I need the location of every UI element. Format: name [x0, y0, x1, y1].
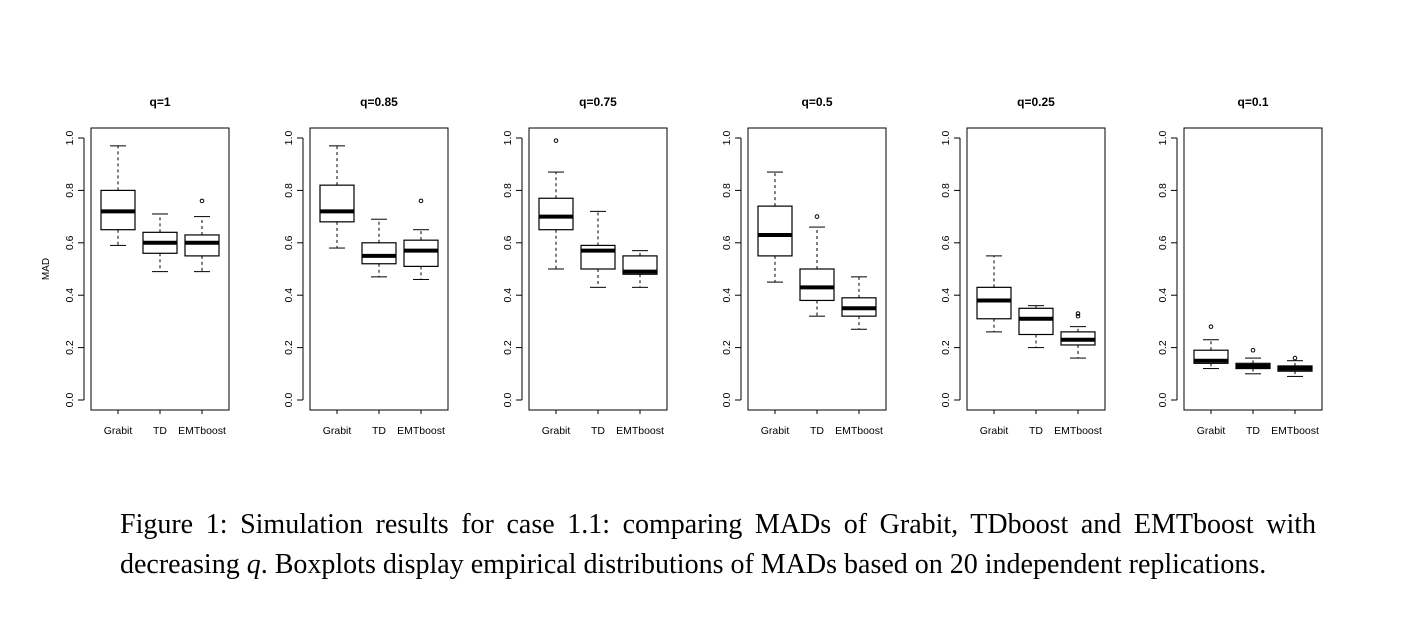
- x-category-label: TD: [1246, 425, 1260, 437]
- x-category-label: EMTboost: [1054, 425, 1102, 437]
- y-axis-label: MAD: [41, 258, 52, 280]
- panel-title: q=1: [149, 95, 170, 109]
- outlier-point: [1075, 313, 1081, 319]
- x-category-label: Grabit: [542, 425, 571, 437]
- y-tick-label: 0.8: [64, 183, 76, 198]
- box-iqr: [403, 239, 439, 267]
- y-tick-label: 0.0: [502, 393, 514, 408]
- y-tick-label: 0.6: [64, 235, 76, 250]
- y-tick-label: 0.0: [64, 393, 76, 408]
- y-tick-label: 0.6: [283, 235, 295, 250]
- x-category-label: Grabit: [761, 425, 790, 437]
- x-category-label: EMTboost: [397, 425, 445, 437]
- y-tick-label: 0.0: [1157, 393, 1169, 408]
- x-category-label: TD: [1029, 425, 1043, 437]
- y-tick-label: 0.4: [940, 288, 952, 303]
- outlier-point: [1250, 347, 1256, 353]
- y-tick-label: 0.2: [502, 340, 514, 355]
- y-tick-label: 0.0: [283, 393, 295, 408]
- y-tick-label: 0.4: [502, 288, 514, 303]
- y-tick-label: 1.0: [502, 131, 514, 146]
- y-tick-label: 0.8: [283, 183, 295, 198]
- y-tick-label: 0.4: [721, 288, 733, 303]
- caption-q-symbol: q: [246, 548, 261, 580]
- y-tick-label: 0.6: [1157, 235, 1169, 250]
- outlier-point: [553, 138, 559, 143]
- boxplot-panel: q=0.5 0.0 0.2 0.4 0.6 0.8 1.0 Grabit TD EMTboost: [721, 95, 887, 437]
- x-category-label: TD: [372, 425, 386, 437]
- plot-frame: [966, 127, 1106, 411]
- y-tick-label: 0.8: [940, 183, 952, 198]
- x-category-label: Grabit: [104, 425, 133, 437]
- box-iqr: [538, 197, 574, 231]
- panel-title: q=0.1: [1237, 95, 1268, 109]
- x-category-label: Grabit: [980, 425, 1009, 437]
- x-category-label: EMTboost: [178, 425, 226, 437]
- outlier-point: [814, 214, 820, 219]
- y-tick-label: 1.0: [1157, 131, 1169, 146]
- plot-frame: [309, 127, 449, 411]
- outlier-point: [418, 198, 424, 204]
- box-iqr: [757, 205, 793, 257]
- caption-text-2: . Boxplots display empirical distributio…: [260, 548, 1267, 580]
- y-tick-label: 0.2: [283, 340, 295, 355]
- y-tick-label: 1.0: [940, 131, 952, 146]
- y-tick-label: 0.6: [721, 235, 733, 250]
- y-tick-label: 0.6: [940, 235, 952, 250]
- y-tick-label: 0.2: [64, 340, 76, 355]
- y-tick-label: 0.8: [1157, 183, 1169, 198]
- y-tick-label: 0.2: [721, 340, 733, 355]
- y-tick-label: 0.8: [502, 183, 514, 198]
- y-tick-label: 0.2: [1157, 340, 1169, 355]
- box-iqr: [319, 184, 355, 223]
- figure-caption: Figure 1: Simulation results for case 1.…: [120, 505, 1316, 584]
- boxplot-panel: q=0.25 0.0 0.2 0.4 0.6 0.8 1.0 Grabit TD EMTboost: [940, 95, 1106, 437]
- outlier-point: [199, 198, 205, 204]
- boxplot-panel: q=0.1 0.0 0.2 0.4 0.6 0.8 1.0 Grabit TD EMTboost: [1157, 95, 1323, 437]
- panel-title: q=0.75: [579, 95, 617, 109]
- outlier-point: [1208, 324, 1214, 329]
- y-tick-label: 1.0: [64, 131, 76, 146]
- x-category-label: TD: [810, 425, 824, 437]
- box-iqr: [976, 286, 1012, 320]
- x-category-label: EMTboost: [1271, 425, 1319, 437]
- x-category-label: Grabit: [323, 425, 352, 437]
- x-category-label: Grabit: [1197, 425, 1226, 437]
- caption-label: Figure 1:: [120, 509, 228, 540]
- panel-title: q=0.5: [801, 95, 832, 109]
- x-category-label: TD: [153, 425, 167, 437]
- caption-text-1: Simulation results for case 1.1: compari…: [120, 509, 1316, 580]
- x-category-label: EMTboost: [616, 425, 664, 437]
- x-category-label: EMTboost: [835, 425, 883, 437]
- y-tick-label: 0.0: [721, 393, 733, 408]
- panel-title: q=0.25: [1017, 95, 1055, 109]
- box-iqr: [799, 268, 835, 302]
- y-tick-label: 1.0: [721, 131, 733, 146]
- box-iqr: [361, 242, 397, 265]
- box-iqr: [184, 234, 220, 257]
- plot-frame: [90, 127, 230, 411]
- y-tick-label: 0.4: [64, 288, 76, 303]
- outlier-point: [1075, 311, 1081, 316]
- panel-title: q=0.85: [360, 95, 398, 109]
- box-iqr: [1018, 307, 1054, 336]
- boxplot-panel: q=1 0.0 0.2 0.4 0.6 0.8 1.0 MAD Grabit TD EMTboost: [41, 95, 230, 437]
- y-tick-label: 0.4: [1157, 288, 1169, 303]
- x-category-label: TD: [591, 425, 605, 437]
- y-tick-label: 0.0: [940, 393, 952, 408]
- boxplot-panel: q=0.85 0.0 0.2 0.4 0.6 0.8 1.0 Grabit TD EMTboost: [283, 95, 449, 437]
- y-tick-label: 1.0: [283, 131, 295, 146]
- y-tick-label: 0.4: [283, 288, 295, 303]
- boxplot-panel: q=0.75 0.0 0.2 0.4 0.6 0.8 1.0 Grabit TD EMTboost: [502, 95, 668, 437]
- y-tick-label: 0.6: [502, 235, 514, 250]
- outlier-point: [1292, 355, 1298, 361]
- y-tick-label: 0.8: [721, 183, 733, 198]
- boxplot-figure: q=1 0.0 0.2 0.4 0.6 0.8 1.0 MAD Grabit TD EMTboost…: [41, 95, 1323, 437]
- y-tick-label: 0.2: [940, 340, 952, 355]
